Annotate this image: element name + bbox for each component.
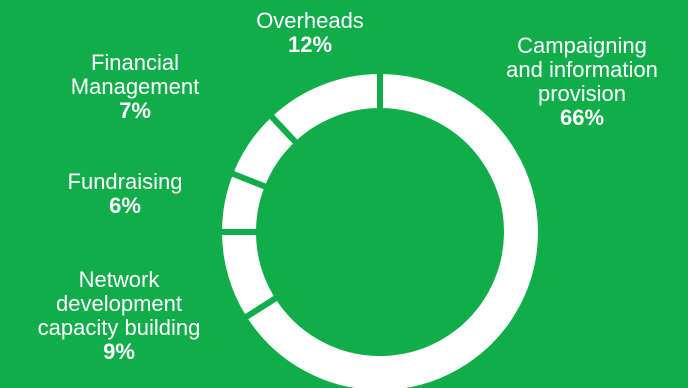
slice-value-campaigning: 66%	[559, 105, 605, 130]
slice-label-overheads: Overheads 12%	[220, 9, 400, 57]
slice-value-network: 9%	[103, 339, 135, 364]
slice-name-campaigning: Campaigning and information provision	[506, 33, 658, 106]
donut-slice-campaigning	[239, 67, 544, 388]
slice-value-overheads: 12%	[287, 32, 333, 57]
slice-label-financial: Financial Management 7%	[45, 51, 225, 123]
slice-label-fundraising: Fundraising 6%	[40, 170, 210, 218]
slice-name-fundraising: Fundraising	[67, 169, 183, 194]
slice-name-financial: Financial Management	[70, 50, 200, 99]
slice-label-campaigning: Campaigning and information provision 66…	[482, 34, 682, 130]
donut-slice-overheads	[265, 67, 383, 149]
slice-value-financial: 7%	[119, 98, 151, 123]
slice-name-overheads: Overheads	[256, 8, 364, 33]
slice-name-network: Network development capacity building	[37, 267, 201, 340]
slice-label-network: Network development capacity building 9%	[0, 268, 238, 364]
slice-value-fundraising: 6%	[109, 193, 141, 218]
